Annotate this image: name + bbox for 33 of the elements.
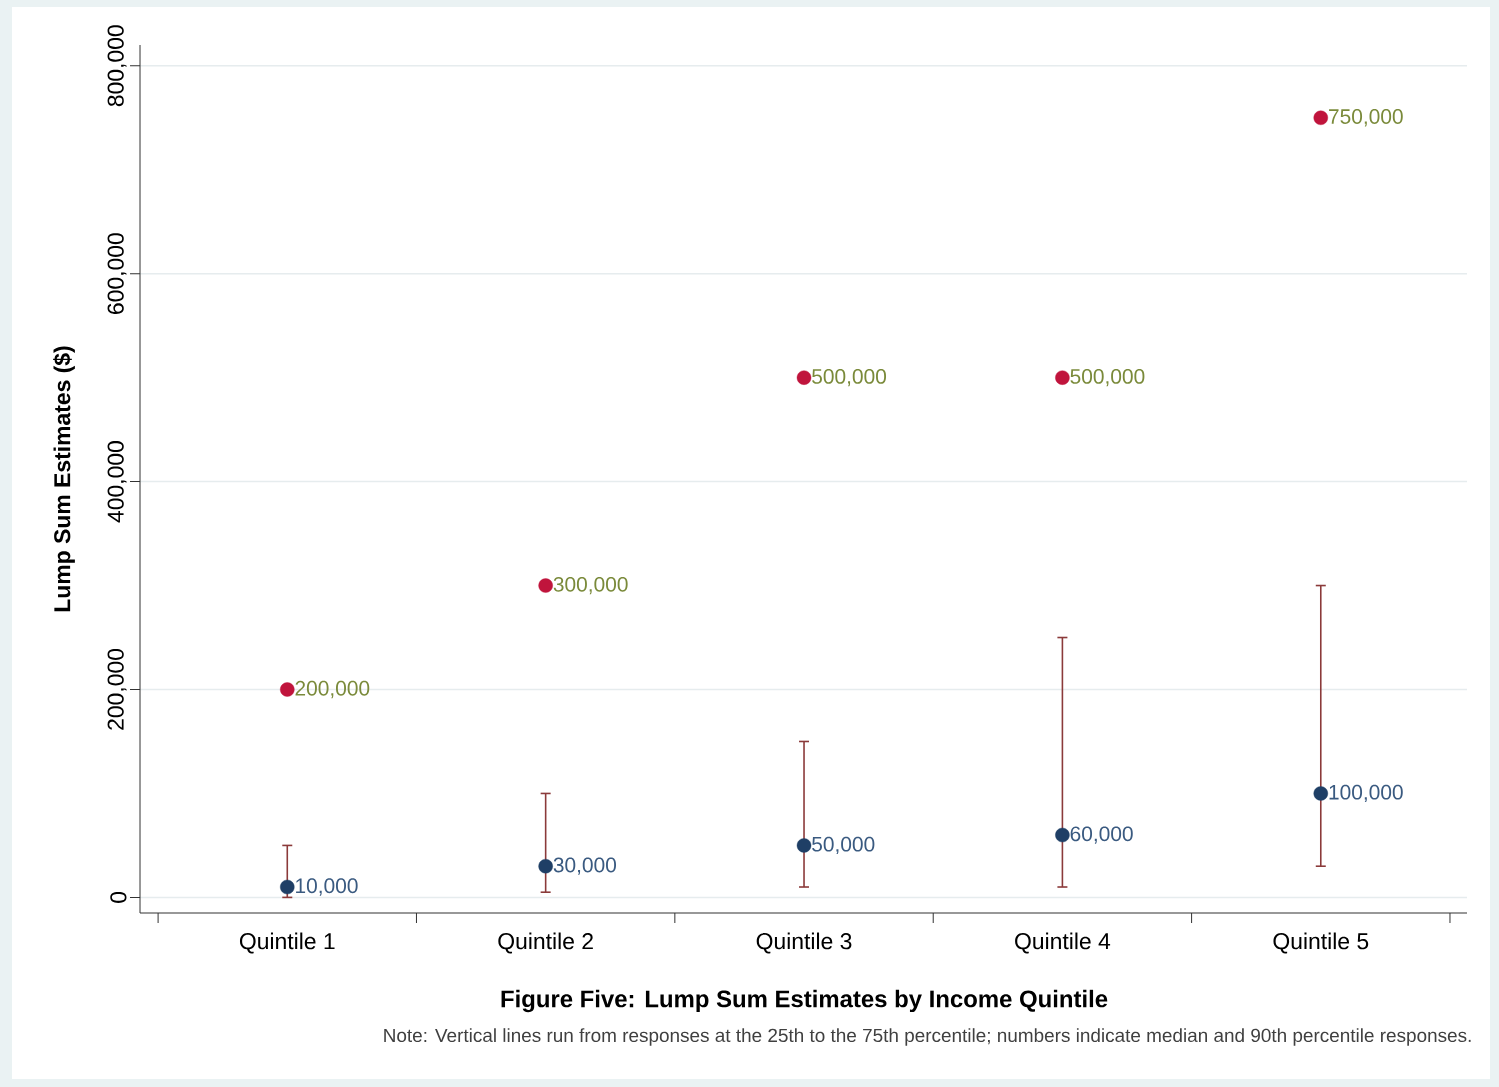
point	[280, 879, 295, 895]
data-label: 30,000	[553, 857, 617, 875]
data-label: 10,000	[296, 878, 358, 896]
point	[796, 838, 812, 853]
y-tick-label: 0	[110, 891, 127, 903]
y-tick-label: 800,000	[107, 25, 127, 107]
x-tick-label: Quintile 5	[1273, 932, 1369, 954]
y-axis-title: Lump Sum Estimates ($)	[53, 346, 75, 612]
point	[1055, 827, 1070, 843]
y-tick-label: 600,000	[107, 233, 127, 314]
data-label: 300,000	[553, 576, 628, 595]
data-label: 500,000	[1070, 368, 1145, 387]
point	[280, 682, 295, 697]
data-label: 500,000	[812, 368, 887, 387]
y-tick-label: 400,000	[107, 441, 127, 523]
point	[796, 370, 812, 385]
data-label: 100,000	[1329, 784, 1403, 803]
y-tick-label: 200,000	[107, 648, 127, 730]
text: Figure Five: Lump Sum Estimates by Income Quintile	[501, 989, 1108, 1013]
point	[538, 578, 553, 593]
x-tick-label: Quintile 2	[498, 932, 593, 954]
x-tick-label: Quintile 4	[1015, 932, 1111, 954]
data-label: 750,000	[1329, 109, 1403, 127]
x-tick-label: Quintile 3	[756, 932, 852, 954]
text: Note: Vertical lines run from responses at the 25th to the 75th percentile; numbers indicate median and 90th percentile responses.	[384, 1028, 1471, 1046]
point	[1055, 370, 1070, 385]
point	[1313, 786, 1328, 801]
data-label: 50,000	[812, 836, 875, 855]
point	[538, 859, 553, 874]
data-label: 200,000	[295, 680, 370, 699]
data-label: 60,000	[1070, 826, 1133, 844]
point	[1313, 110, 1328, 125]
x-tick-label: Quintile 1	[239, 932, 335, 954]
